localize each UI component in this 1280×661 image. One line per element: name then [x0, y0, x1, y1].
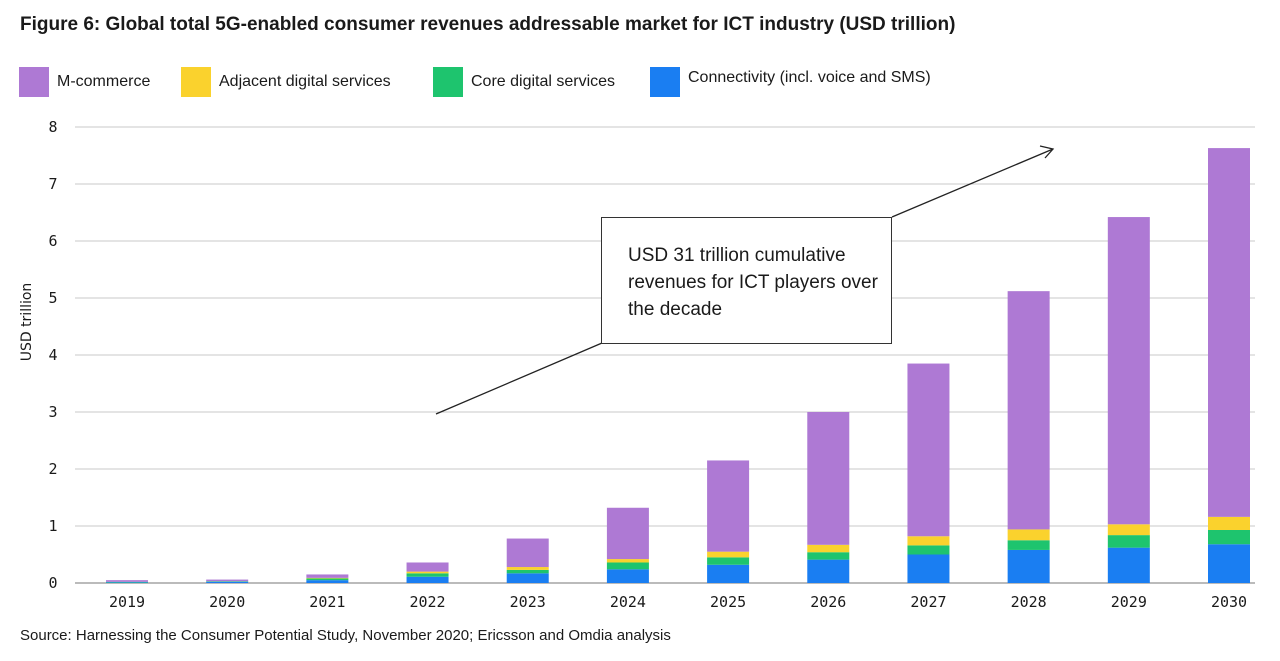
bar-segment	[1208, 516, 1250, 530]
bar-segment	[206, 581, 249, 583]
y-tick-labels: 0 1 2 3 4 5 6 7 8	[48, 118, 57, 592]
annotation-callout: USD 31 trillion cumulative revenues for …	[601, 217, 892, 344]
bar-segment	[306, 574, 349, 578]
bar-segment	[807, 412, 850, 545]
legend-label: Connectivity (incl. voice and SMS)	[688, 69, 931, 86]
bar-segment	[907, 554, 950, 583]
legend-swatch	[19, 67, 49, 97]
gridlines	[75, 126, 1255, 584]
bar-segment	[1007, 529, 1050, 541]
y-tick-label: 8	[48, 118, 57, 136]
legend-swatch	[650, 67, 680, 97]
bar-segment	[306, 577, 349, 579]
y-tick-label: 7	[48, 175, 57, 193]
chart-title: Figure 6: Global total 5G-enabled consum…	[20, 14, 956, 35]
x-tick-label: 2029	[1111, 593, 1147, 611]
x-tick-label: 2020	[209, 593, 245, 611]
bar-segment	[506, 569, 549, 574]
legend-label: M-commerce	[57, 73, 151, 90]
bar-segment	[1007, 291, 1050, 530]
annotation-text: USD 31 trillion cumulative revenues for …	[628, 245, 878, 320]
x-tick-label: 2030	[1211, 593, 1247, 611]
x-tick-label: 2027	[910, 593, 946, 611]
bar-segment	[606, 569, 649, 583]
y-tick-label: 1	[48, 517, 57, 535]
bar-segment	[106, 580, 148, 582]
y-tick-label: 3	[48, 403, 57, 421]
legend-item: Connectivity (incl. voice and SMS)	[650, 66, 931, 98]
legend-item: M-commerce	[19, 66, 150, 98]
bar-segment	[707, 460, 750, 552]
bar-segment	[707, 564, 750, 583]
bar-segment	[1107, 535, 1150, 548]
x-tick-labels: 2019 2020 2021 2022 2023 2024 2025 2026 2027 2028…	[109, 593, 1247, 611]
y-axis-label: USD trillion	[19, 283, 35, 362]
bar-segment	[606, 559, 649, 563]
x-tick-label: 2028	[1011, 593, 1047, 611]
source-note: Source: Harnessing the Consumer Potentia…	[20, 627, 671, 644]
legend-item: Core digital services	[433, 66, 615, 98]
bar-segment	[807, 552, 850, 560]
bar-segment	[206, 581, 249, 582]
bar-segment	[206, 579, 249, 582]
bars	[106, 148, 1250, 583]
legend-item: Adjacent digital services	[181, 66, 391, 98]
annotation-arrow-lower	[435, 342, 603, 415]
y-tick-label: 5	[48, 289, 57, 307]
x-tick-label: 2019	[109, 593, 145, 611]
bar-segment	[606, 562, 649, 570]
bar-segment	[106, 582, 148, 583]
bar-segment	[807, 544, 850, 553]
x-tick-label: 2026	[810, 593, 846, 611]
bar-segment	[1208, 544, 1250, 583]
annotation-arrow-upper	[891, 148, 1054, 218]
bar-segment	[707, 557, 750, 565]
legend-label: Core digital services	[471, 73, 616, 90]
bar-segment	[506, 573, 549, 583]
bar-segment	[606, 507, 649, 560]
bar-segment	[707, 551, 750, 558]
bar-segment	[907, 363, 950, 537]
x-tick-label: 2024	[610, 593, 646, 611]
x-tick-label: 2022	[409, 593, 445, 611]
legend-swatch	[181, 67, 211, 97]
y-tick-label: 6	[48, 232, 57, 250]
bar-segment	[1107, 547, 1150, 583]
bar-segment	[406, 571, 449, 574]
bar-segment	[506, 567, 549, 570]
bar-segment	[1208, 529, 1250, 545]
bar-segment	[907, 545, 950, 555]
arrowhead-icon	[1039, 145, 1055, 159]
y-tick-label: 4	[48, 346, 57, 364]
bar-segment	[406, 573, 449, 577]
bar-segment	[1107, 217, 1150, 525]
bar-segment	[907, 536, 950, 546]
bar-segment	[406, 562, 449, 572]
legend-swatch	[433, 67, 463, 97]
legend-label: Adjacent digital services	[219, 73, 391, 90]
bar-segment	[406, 576, 449, 583]
legend: M-commerce Adjacent digital services Core …	[19, 66, 1259, 98]
bar-segment	[1007, 549, 1050, 583]
bar-segment	[807, 559, 850, 583]
bar-segment	[306, 578, 349, 581]
x-tick-label: 2025	[710, 593, 746, 611]
y-tick-label: 2	[48, 460, 57, 478]
bar-segment	[1208, 148, 1250, 517]
bar-segment	[306, 580, 349, 583]
bar-segment	[1007, 540, 1050, 550]
x-tick-label: 2021	[309, 593, 345, 611]
bar-segment	[1107, 524, 1150, 536]
bar-segment	[106, 581, 148, 583]
y-tick-label: 0	[48, 574, 57, 592]
bar-segment	[506, 538, 549, 568]
x-tick-label: 2023	[510, 593, 546, 611]
